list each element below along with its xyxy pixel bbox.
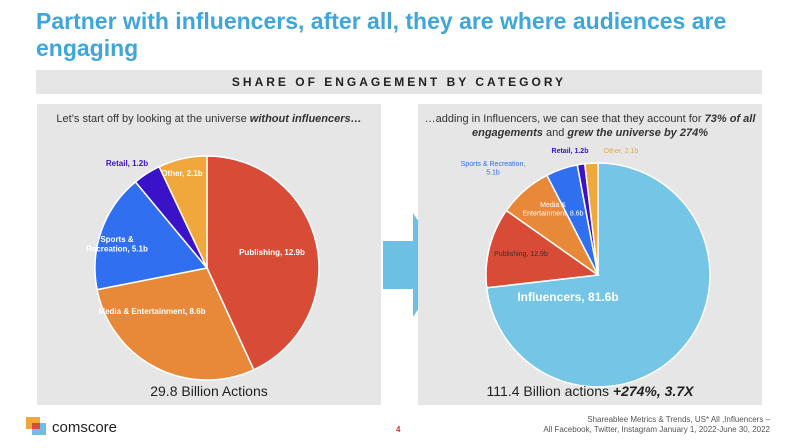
slice-label: Media & Entertainment, 8.6b — [98, 307, 205, 316]
page-number: 4 — [396, 425, 401, 434]
slice-label: Media & Entertainment, 8.6b — [522, 202, 583, 217]
brand-name: comscore — [52, 419, 118, 436]
pie-chart-with-influencers: Influencers, 81.6b Publishing, 12.9b Media… — [461, 148, 711, 388]
slice-label: Sports & Recreation, 5.1b — [461, 161, 526, 176]
slice-label: Other, 2.1b — [161, 169, 202, 178]
pie-slice-other — [583, 162, 599, 276]
pie-slice-publishing — [206, 155, 320, 371]
slice-label: Publishing, 12.9b — [239, 248, 305, 257]
slice-label: Influencers, 81.6b — [517, 290, 618, 304]
source-note: Shareablee Metrics & Trends, US* All ,In… — [543, 415, 770, 434]
section-header: SHARE OF ENGAGEMENT BY CATEGORY — [36, 70, 762, 94]
slice-label: Retail, 1.2b — [106, 159, 148, 168]
slice-label: Publishing, 12.9b — [494, 251, 548, 258]
left-panel: Let’s start off by looking at the univer… — [37, 104, 381, 405]
pie-slice-publishing — [485, 209, 601, 289]
slice-label: Retail, 1.2b — [552, 148, 589, 155]
right-panel: …adding in Influencers, we can see that … — [418, 104, 762, 405]
slice-label: Other, 2.1b — [604, 148, 639, 155]
pie-slice-media-entertainment — [96, 267, 255, 381]
comscore-logo — [26, 417, 46, 435]
slide-title: Partner with influencers, after all, the… — [36, 8, 727, 61]
left-total: 29.8 Billion Actions — [150, 383, 268, 399]
pie-chart-without-influencers: Publishing, 12.9b Media & Entertainment, … — [86, 155, 320, 381]
arrow-right-icon — [383, 213, 447, 317]
pie-slice-sports-recreation — [94, 180, 209, 291]
right-caption: …adding in Influencers, we can see that … — [424, 113, 756, 139]
pie-slice-other — [158, 155, 208, 269]
right-total: 111.4 Billion actions +274%, 3.7X — [486, 383, 694, 399]
left-caption: Let’s start off by looking at the univer… — [56, 113, 362, 125]
slice-label: Sports & Recreation, 5.1b — [86, 235, 148, 254]
